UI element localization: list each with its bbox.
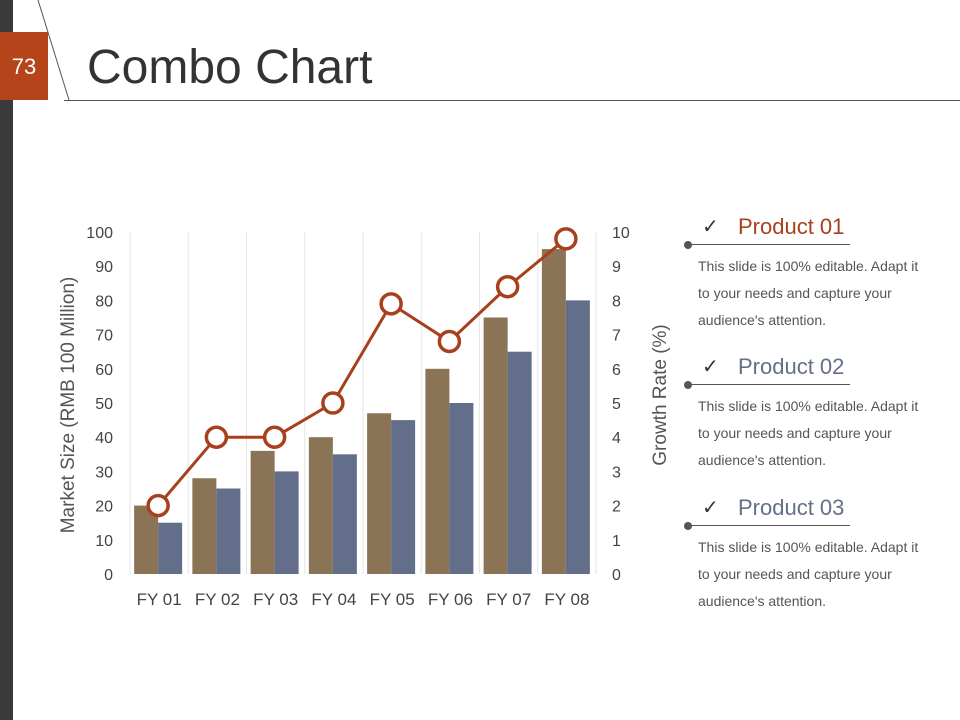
- growth-rate-point: [554, 227, 578, 251]
- bullet-dot-icon: [684, 522, 692, 530]
- header-rule: [64, 100, 960, 101]
- chart-bars: [134, 249, 590, 574]
- growth-rate-point: [495, 274, 520, 299]
- x-tick-label: FY 05: [370, 590, 415, 609]
- y2-axis-title: Growth Rate (%): [650, 324, 671, 465]
- y2-tick-label: 4: [612, 430, 621, 447]
- x-tick-label: FY 02: [195, 590, 240, 609]
- y2-tick-label: 6: [612, 362, 621, 379]
- growth-rate-point: [146, 493, 170, 518]
- bullet-dot-icon: [684, 381, 692, 389]
- y-tick-label: 0: [104, 567, 113, 584]
- bar-series1: [425, 368, 450, 574]
- check-icon: ✓: [702, 497, 719, 519]
- y-tick-label: 60: [95, 362, 113, 379]
- y-tick-label: 40: [95, 430, 113, 447]
- product-title: Product 01: [738, 214, 845, 239]
- product-title: Product 02: [738, 354, 845, 379]
- bullet-dot-icon: [684, 241, 692, 249]
- bar-series2: [216, 488, 241, 574]
- y-axis-title: Market Size (RMB 100 Million): [58, 277, 79, 534]
- product-header: ✓ Product 03: [684, 493, 850, 530]
- chart-axes: 0 10 20 30 40 50 60 70 80 90 100 0 1 2 3 4 5 6 7 8 9 10 FY 01 F…: [58, 225, 671, 609]
- growth-rate-point: [437, 329, 462, 354]
- chart-grid: [129, 232, 597, 574]
- product-card-02: ✓ Product 02 This slide is 100% editable…: [684, 352, 926, 474]
- slide-number: 73: [11, 54, 37, 79]
- bar-series2: [565, 300, 590, 574]
- header-diagonal: [37, 0, 70, 101]
- y-tick-label: 50: [95, 396, 113, 413]
- y2-tick-label: 8: [612, 293, 621, 310]
- bar-series2: [274, 471, 299, 574]
- product-description: This slide is 100% editable. Adapt it to…: [698, 398, 919, 468]
- y2-tick-label: 0: [612, 567, 621, 584]
- x-tick-label: FY 04: [311, 590, 356, 609]
- y2-tick-label: 10: [612, 225, 630, 242]
- product-header: ✓ Product 02: [684, 352, 850, 389]
- page-title: Combo Chart: [87, 41, 373, 94]
- y2-tick-label: 1: [612, 533, 621, 550]
- growth-rate-point: [379, 292, 403, 316]
- y2-tick-label: 3: [612, 464, 621, 481]
- y-tick-label: 10: [95, 533, 113, 550]
- bar-series2: [507, 351, 532, 574]
- growth-rate-point: [262, 425, 287, 449]
- growth-rate-point: [204, 425, 229, 449]
- bar-series1: [134, 505, 159, 574]
- y2-tick-label: 7: [612, 328, 621, 345]
- product-card-03: ✓ Product 03 This slide is 100% editable…: [684, 493, 926, 615]
- product-title: Product 03: [738, 495, 845, 520]
- y-tick-label: 100: [86, 225, 113, 242]
- x-tick-label: FY 07: [486, 590, 531, 609]
- check-icon: ✓: [702, 356, 719, 378]
- y-tick-label: 70: [95, 328, 113, 345]
- y2-tick-label: 5: [612, 396, 621, 413]
- y2-tick-label: 2: [612, 499, 621, 516]
- chart-line: [146, 227, 578, 518]
- x-tick-label: FY 08: [544, 590, 589, 609]
- bar-series1: [483, 317, 508, 574]
- x-tick-label: FY 03: [253, 590, 298, 609]
- y-tick-label: 30: [95, 464, 113, 481]
- growth-rate-point: [321, 391, 345, 415]
- product-description: This slide is 100% editable. Adapt it to…: [698, 539, 919, 609]
- y-tick-label: 90: [95, 259, 113, 276]
- bar-series2: [158, 522, 183, 574]
- x-tick-label: FY 01: [137, 590, 182, 609]
- bar-series1: [192, 478, 217, 574]
- check-icon: ✓: [702, 216, 719, 238]
- x-tick-label: FY 06: [428, 590, 473, 609]
- bar-series1: [250, 450, 275, 574]
- left-accent-bar: [0, 0, 13, 720]
- product-header: ✓ Product 01: [684, 212, 850, 249]
- bar-series1: [367, 413, 392, 574]
- y-tick-label: 80: [95, 293, 113, 310]
- product-card-01: ✓ Product 01 This slide is 100% editable…: [684, 212, 926, 334]
- bar-series1: [308, 437, 333, 574]
- y2-tick-label: 9: [612, 259, 621, 276]
- bar-series2: [449, 403, 474, 574]
- bar-series2: [391, 420, 416, 574]
- y-tick-label: 20: [95, 499, 113, 516]
- bar-series1: [541, 249, 566, 574]
- slide-number-badge: 73: [0, 32, 48, 100]
- product-description: This slide is 100% editable. Adapt it to…: [698, 258, 919, 328]
- bar-series2: [332, 454, 357, 574]
